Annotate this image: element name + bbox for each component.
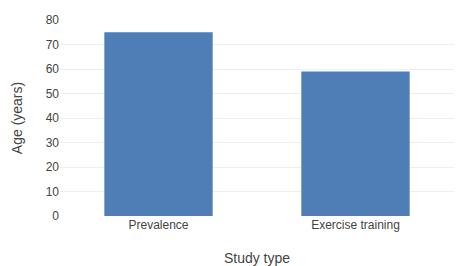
svg-text:Prevalence: Prevalence — [128, 218, 188, 232]
svg-text:10: 10 — [46, 185, 60, 199]
svg-text:40: 40 — [46, 111, 60, 125]
svg-text:Study type: Study type — [224, 250, 290, 266]
svg-text:80: 80 — [46, 13, 60, 27]
svg-text:0: 0 — [52, 209, 59, 223]
svg-text:30: 30 — [46, 136, 60, 150]
svg-text:Exercise training: Exercise training — [311, 218, 400, 232]
svg-text:Age (years): Age (years) — [9, 82, 25, 154]
svg-text:60: 60 — [46, 62, 60, 76]
svg-text:70: 70 — [46, 38, 60, 52]
svg-text:20: 20 — [46, 160, 60, 174]
svg-text:50: 50 — [46, 87, 60, 101]
